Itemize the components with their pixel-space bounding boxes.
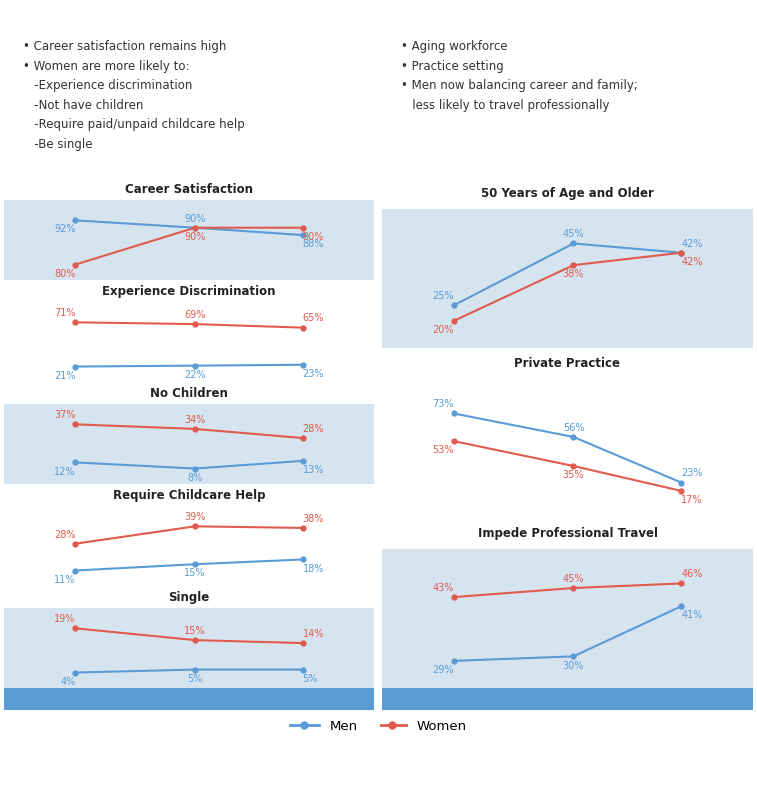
Text: 13%: 13% [303,465,324,475]
Text: 45%: 45% [562,229,584,239]
Text: 73%: 73% [432,399,453,409]
Text: 15%: 15% [184,569,206,578]
Text: 92%: 92% [54,224,76,235]
Text: 65%: 65% [303,313,324,324]
Text: 42%: 42% [681,239,702,248]
Text: Impede Professional Travel: Impede Professional Travel [478,527,658,540]
Text: Single: Single [168,590,210,604]
Text: 90%: 90% [303,231,324,242]
Text: 41%: 41% [681,610,702,621]
Text: Areas for which there has been little or no change in responses, contrasted with: Areas for which there has been little or… [15,756,547,781]
Text: • Aging workforce
• Practice setting
• Men now balancing career and family;
   l: • Aging workforce • Practice setting • M… [400,40,637,111]
Text: Career Satisfaction: Career Satisfaction [125,183,253,195]
Text: 34%: 34% [184,415,206,425]
Text: 11%: 11% [54,574,76,585]
Text: 43%: 43% [432,583,453,593]
Text: 23%: 23% [303,369,324,379]
Text: 28%: 28% [54,529,76,540]
Text: 45%: 45% [562,574,584,584]
Text: Require Childcare Help: Require Childcare Help [113,489,265,501]
Text: Little to No Change Over 2 Decades: Little to No Change Over 2 Decades [55,156,322,170]
Legend: Men, Women: Men, Women [285,714,472,738]
Text: 23%: 23% [681,469,702,478]
Text: 21%: 21% [54,371,76,380]
Text: 38%: 38% [303,513,324,524]
Text: 37%: 37% [54,410,76,421]
Text: 5%: 5% [187,674,203,684]
Text: 4%: 4% [61,677,76,686]
Text: 30%: 30% [562,661,584,670]
Text: 53%: 53% [432,445,453,455]
Text: 29%: 29% [432,665,453,675]
Text: 46%: 46% [681,570,702,579]
Text: 25%: 25% [432,292,453,301]
Text: 69%: 69% [184,310,206,320]
Text: 18%: 18% [303,564,324,574]
Text: 20%: 20% [432,325,453,335]
Text: 5%: 5% [303,674,318,684]
Text: Changes Over 2 Decades: Changes Over 2 Decades [475,156,660,170]
Text: 71%: 71% [54,308,76,318]
Text: 90%: 90% [184,231,206,242]
Text: • Career satisfaction remains high
• Women are more likely to:
   -Experience di: • Career satisfaction remains high • Wom… [23,40,245,151]
Text: 15%: 15% [184,626,206,636]
Text: 56%: 56% [562,423,584,433]
Text: Private Practice: Private Practice [515,356,621,370]
Text: 38%: 38% [562,269,584,280]
Text: 35%: 35% [562,470,584,480]
Text: 39%: 39% [184,512,206,522]
Text: 22%: 22% [184,370,206,380]
Text: 12%: 12% [54,467,76,477]
Text: 14%: 14% [303,629,324,639]
Text: Experience Discrimination: Experience Discrimination [102,284,276,298]
Text: 88%: 88% [303,239,324,249]
Text: Little/No Change: Little/No Change [117,9,260,23]
Text: 28%: 28% [303,424,324,434]
Text: 17%: 17% [681,495,702,505]
Text: Significant Change: Significant Change [487,9,649,23]
Text: 19%: 19% [54,614,76,624]
Text: 42%: 42% [681,257,702,267]
Text: 50 Years of Age and Older: 50 Years of Age and Older [481,187,654,199]
Text: No Children: No Children [150,387,228,400]
Text: 90%: 90% [184,214,206,223]
Text: 8%: 8% [187,473,203,483]
Text: 80%: 80% [54,268,76,279]
